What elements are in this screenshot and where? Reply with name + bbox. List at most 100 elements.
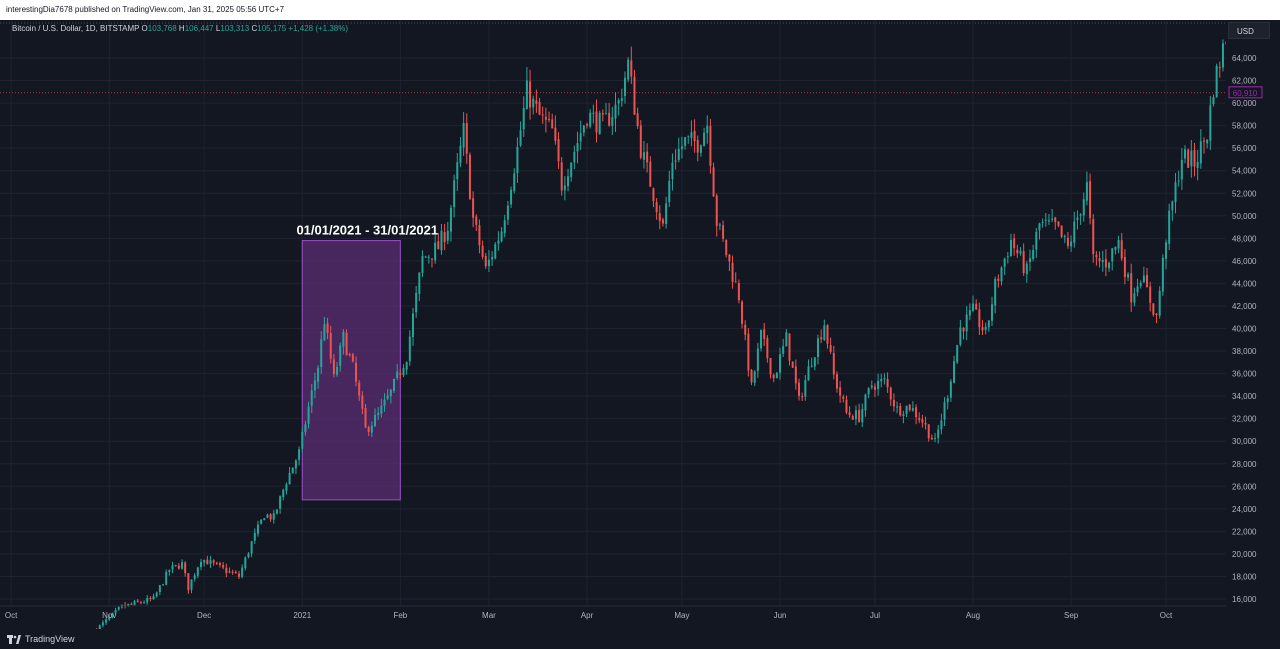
candle	[1003, 257, 1006, 276]
candle-body	[193, 575, 196, 579]
candle-body	[459, 145, 462, 164]
candle-body	[143, 602, 146, 604]
candle-body	[418, 272, 421, 294]
candle	[266, 513, 269, 519]
candle-body	[484, 255, 487, 267]
candle-body	[430, 258, 433, 260]
candle	[465, 113, 468, 164]
candle-body	[1000, 267, 1003, 282]
candle	[279, 495, 282, 514]
candle-body	[703, 132, 706, 147]
candle-body	[965, 314, 968, 332]
candle	[598, 110, 601, 135]
candle	[1152, 303, 1155, 317]
candle-body	[731, 262, 734, 282]
price-tick-label: 16,000	[1232, 595, 1257, 604]
candle	[1009, 233, 1012, 257]
time-tick-label: Jun	[774, 611, 787, 620]
candle-body	[358, 382, 361, 396]
candle	[715, 193, 718, 237]
candle	[665, 196, 668, 229]
candle	[699, 144, 702, 157]
candle	[639, 120, 642, 160]
candle	[130, 602, 133, 605]
candle	[1199, 129, 1202, 169]
candle	[649, 156, 652, 187]
candle-body	[946, 398, 949, 403]
candle-body	[1006, 256, 1009, 258]
candle	[513, 168, 516, 194]
candle	[1044, 213, 1047, 227]
candle-body	[620, 98, 623, 101]
candle-body	[424, 256, 427, 258]
candle-body	[1025, 263, 1028, 275]
candle	[1146, 267, 1149, 288]
candle	[921, 414, 924, 428]
candle-body	[646, 151, 649, 163]
candle-body	[949, 381, 952, 398]
candle-body	[845, 399, 848, 413]
candle	[763, 322, 766, 347]
candle	[320, 331, 323, 374]
candle	[1174, 173, 1177, 214]
time-tick-label: Nov	[102, 611, 116, 620]
candle-body	[750, 370, 753, 383]
candle	[832, 345, 835, 380]
candle-body	[516, 146, 519, 174]
candle-body	[415, 292, 418, 313]
symbol-name: Bitcoin / U.S. Dollar, 1D, BITSTAMP	[12, 24, 140, 33]
candle	[1089, 173, 1092, 225]
candle	[339, 342, 342, 372]
candle	[193, 573, 196, 582]
price-tick-label: 40,000	[1232, 325, 1257, 334]
candle	[706, 115, 709, 144]
candle-body	[816, 338, 819, 358]
candle-body	[851, 416, 854, 420]
candle	[1035, 227, 1038, 258]
chart-frame[interactable]	[0, 20, 1280, 629]
candle	[636, 107, 639, 129]
candle-body	[788, 333, 791, 361]
candle-body	[535, 100, 538, 104]
candle	[310, 383, 313, 414]
candle	[1193, 142, 1196, 177]
candle	[592, 104, 595, 124]
currency-selector[interactable]: USD	[1228, 22, 1270, 39]
candle	[260, 519, 263, 525]
candle-body	[1117, 240, 1120, 249]
symbol-legend: Bitcoin / U.S. Dollar, 1D, BITSTAMP O103…	[12, 24, 348, 33]
candle	[206, 555, 209, 565]
candle-body	[899, 405, 902, 416]
candle-body	[1013, 238, 1016, 249]
candle	[196, 566, 199, 579]
candle-body	[440, 230, 443, 251]
candle	[769, 357, 772, 379]
candle	[462, 112, 465, 156]
candle-body	[848, 412, 851, 416]
candle-body	[168, 570, 171, 572]
candle	[1218, 61, 1221, 78]
tradingview-logo[interactable]: TradingView	[7, 629, 75, 649]
candle	[187, 573, 190, 594]
candle	[1177, 170, 1180, 187]
candle-body	[725, 239, 728, 256]
price-tick-label: 20,000	[1232, 550, 1257, 559]
candle-body	[760, 329, 763, 349]
candle	[244, 556, 247, 571]
candle	[449, 204, 452, 242]
candle	[560, 157, 563, 196]
time-tick-label: Oct	[1160, 611, 1173, 620]
candle-body	[427, 256, 430, 258]
candle	[1180, 148, 1183, 190]
candle	[124, 601, 127, 609]
candle	[1206, 139, 1209, 149]
candle-body	[342, 331, 345, 347]
candle	[915, 404, 918, 425]
candle	[440, 223, 443, 255]
candle	[813, 357, 816, 371]
candle-body	[747, 333, 750, 371]
price-tick-label: 58,000	[1232, 122, 1257, 131]
candle	[506, 201, 509, 225]
candle	[744, 320, 747, 341]
